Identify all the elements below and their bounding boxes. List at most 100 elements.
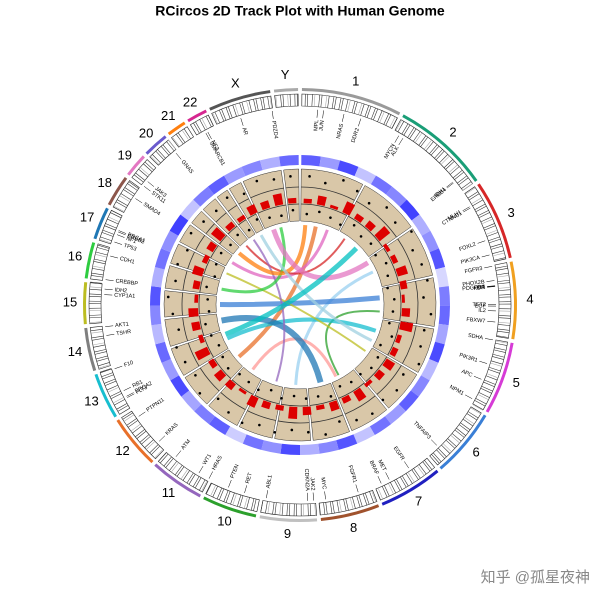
track-divider [198, 294, 200, 315]
gene-label: JAK2 [309, 477, 316, 491]
cytoband [94, 258, 106, 262]
chromosome-arc [477, 183, 512, 259]
cytoband [232, 493, 237, 506]
cytoband [91, 272, 104, 276]
track-divider [247, 213, 257, 220]
cytoband [423, 139, 432, 150]
scatter-point [410, 230, 413, 233]
cytoband [488, 366, 501, 372]
cytoband [127, 183, 138, 191]
cytoband [492, 252, 505, 257]
scatter-point [422, 328, 426, 332]
cytoband [440, 155, 450, 165]
scatter-point [205, 285, 208, 289]
chromosome-arc [107, 177, 128, 206]
scatter-point [422, 296, 425, 299]
scatter-point [216, 397, 220, 401]
heatmap-cell [170, 375, 190, 397]
histogram-bar [329, 204, 339, 211]
cytoband [175, 133, 184, 145]
scatter-point [204, 322, 207, 326]
chromosome-label: 18 [98, 175, 112, 190]
heatmap-cell [435, 266, 449, 288]
cytoband [411, 469, 419, 480]
cytoband [472, 199, 484, 207]
cytoband [345, 498, 349, 511]
chromosome-label: 12 [115, 443, 129, 458]
histogram-bar [275, 404, 285, 411]
cytoband [122, 412, 133, 420]
cytoband [127, 420, 139, 428]
histogram-bar [353, 387, 367, 402]
scatter-point [419, 345, 422, 348]
cytoband [123, 414, 135, 422]
cytoband [462, 418, 474, 427]
cytoband [396, 478, 403, 490]
cytoband [418, 464, 427, 475]
gene-label: NF1 [125, 236, 137, 245]
gene-label: ATM [180, 438, 192, 451]
cytoband [246, 497, 250, 510]
cytoband [475, 398, 487, 405]
track-bg [242, 170, 289, 230]
heatmap-cell [155, 341, 171, 363]
chromosome-arc [259, 515, 318, 522]
gene-tick [228, 479, 232, 488]
cytoband [101, 232, 114, 237]
scatter-point [213, 275, 217, 278]
cytoband [432, 452, 442, 462]
cytoband [485, 375, 498, 381]
cytoband [181, 129, 189, 141]
ideogram [205, 482, 260, 512]
gene-label: DDR2 [351, 127, 361, 143]
chromosome-arc [84, 327, 97, 372]
track-bg [339, 185, 412, 258]
chromosome-arc [116, 419, 154, 464]
cytoband [484, 225, 496, 231]
scatter-point [393, 221, 397, 224]
cytoband [466, 413, 478, 421]
scatter-point [273, 430, 277, 434]
histogram-bar [399, 321, 414, 333]
cytoband [246, 100, 250, 113]
gene-label: MET [376, 459, 387, 473]
chromosome-label: 5 [513, 375, 520, 390]
cytoband [497, 282, 510, 285]
histogram-bar [236, 214, 247, 223]
histogram-bar [382, 358, 396, 371]
cytoband [95, 251, 108, 256]
chromosome-label: 8 [350, 520, 357, 535]
heatmap-cell [224, 166, 246, 185]
histogram-bar [364, 220, 376, 232]
cytoband [139, 434, 150, 443]
track-bg [164, 313, 221, 347]
chromosome-label: 3 [508, 205, 515, 220]
cytoband [481, 385, 493, 392]
cytoband [449, 166, 460, 175]
gene-label: TNFAIP3 [412, 420, 432, 440]
cytoband [174, 465, 183, 476]
scatter-point [214, 262, 218, 266]
gene-tick [484, 266, 493, 269]
cytoband [391, 117, 398, 129]
scatter-point [247, 228, 251, 232]
gene-label: IDH2 [114, 287, 127, 294]
gene-tick [486, 280, 495, 282]
cytoband [93, 344, 106, 348]
cytoband [234, 104, 239, 116]
gene-label: ALK [390, 145, 401, 157]
histogram-bar [188, 308, 199, 318]
cytoband [490, 362, 502, 367]
scatter-point [175, 346, 178, 349]
heatmap-cell [300, 443, 320, 455]
cytoband [115, 201, 127, 208]
cytoband [91, 275, 103, 278]
heatmap-cell [398, 390, 419, 412]
cytoband [401, 475, 409, 487]
cytoband [104, 378, 116, 384]
scatter-point [171, 312, 175, 316]
chromosome-arc [439, 414, 487, 470]
cytoband [92, 268, 105, 271]
cytoband [265, 501, 268, 514]
cytoband [496, 275, 509, 278]
